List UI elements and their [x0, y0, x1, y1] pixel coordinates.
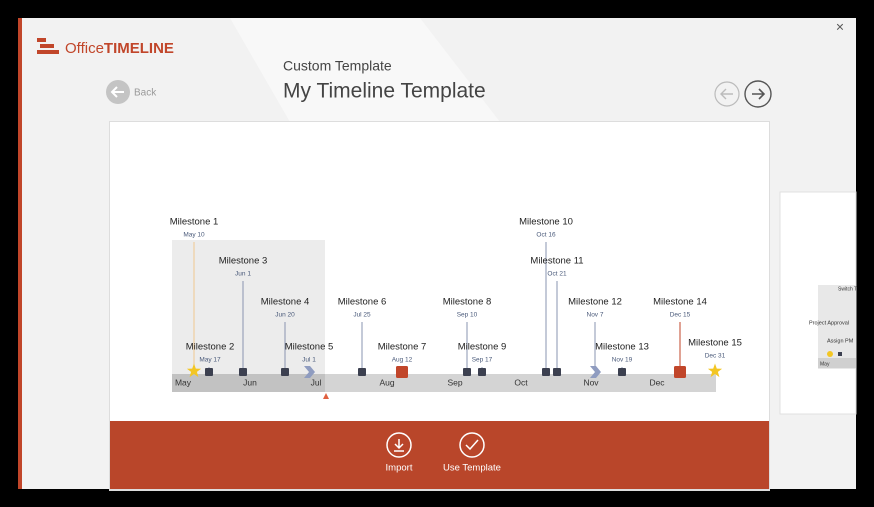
milestone-label: Milestone 11	[530, 256, 583, 267]
subtitle: Custom Template	[283, 58, 392, 74]
milestone-label: Milestone 5	[285, 342, 334, 353]
milestone-date: May 10	[183, 232, 205, 239]
month-label: Oct	[514, 377, 528, 387]
milestone-marker	[674, 366, 686, 378]
milestone-marker	[396, 366, 408, 378]
background-shape	[230, 18, 500, 122]
title: My Timeline Template	[283, 80, 486, 103]
import-button[interactable]: Import	[386, 432, 413, 474]
milestone-label: Milestone 7	[378, 342, 427, 353]
month-label: Dec	[649, 377, 665, 387]
timeline: May Jun Jul Aug Sep Oct Nov Dec Milestone 1 May 1…	[170, 217, 742, 388]
month-label: Jun	[243, 377, 257, 387]
next-button[interactable]	[744, 80, 772, 108]
milestone-marker	[553, 368, 561, 376]
milestone-date: Sep 17	[472, 357, 493, 364]
milestone-date: May 17	[199, 357, 221, 364]
thumb-text: Switch T	[838, 286, 857, 292]
milestone-date: Dec 31	[705, 353, 726, 360]
milestone-label: Milestone 1	[170, 217, 219, 228]
timeline-bar-range	[172, 374, 325, 392]
logo: OfficeTIMELINE	[37, 38, 174, 57]
milestone-marker	[707, 363, 723, 378]
milestone-date: Jun 1	[235, 271, 251, 278]
milestone-date: Oct 16	[536, 232, 556, 239]
milestone-date: Jul 25	[353, 312, 371, 319]
milestone-marker	[542, 368, 550, 376]
milestone-label: Milestone 8	[443, 297, 492, 308]
milestone-label: Milestone 4	[261, 297, 310, 308]
shaded-range	[172, 240, 325, 392]
thumb-text: Assign PM	[827, 338, 854, 344]
milestone-marker	[358, 368, 366, 376]
milestone-label: Milestone 2	[186, 342, 235, 353]
month-label: May	[175, 377, 192, 387]
today-marker	[323, 393, 329, 399]
milestone-marker	[463, 368, 471, 376]
milestone-date: Nov 19	[612, 357, 633, 364]
next-template-thumbnail[interactable]: Switch T Project Approval Assign PM May	[779, 191, 857, 415]
milestone-label: Milestone 9	[458, 342, 507, 353]
milestone-label: Milestone 3	[219, 256, 268, 267]
milestone-marker	[281, 368, 289, 376]
accent-stripe	[18, 18, 22, 489]
logo-text: OfficeTIMELINE	[65, 40, 174, 57]
thumb-text: May	[820, 361, 830, 367]
milestone-date: Jun 20	[275, 312, 295, 319]
milestone-marker	[590, 366, 601, 378]
month-label: Sep	[447, 377, 462, 387]
milestone-marker	[478, 368, 486, 376]
action-bar	[110, 421, 769, 489]
milestone-date: Aug 12	[392, 357, 413, 364]
month-label: Jul	[311, 377, 322, 387]
milestone-date: Oct 21	[547, 271, 567, 278]
milestone-label: Milestone 14	[653, 297, 707, 308]
milestone-date: Jul 1	[302, 357, 316, 364]
month-label: Nov	[583, 377, 599, 387]
back-label: Back	[134, 88, 157, 99]
back-button[interactable]: Back	[106, 80, 157, 104]
milestone-marker	[304, 366, 315, 378]
milestone-marker	[205, 368, 213, 376]
milestone-label: Milestone 12	[568, 297, 622, 308]
month-label: Aug	[379, 377, 394, 387]
milestone-label: Milestone 10	[519, 217, 573, 228]
thumb-text: Project Approval	[809, 320, 849, 326]
use-template-button[interactable]: Use Template	[443, 432, 501, 474]
milestone-marker	[186, 363, 202, 378]
use-template-label: Use Template	[443, 463, 501, 474]
prev-button[interactable]	[714, 81, 740, 107]
milestone-marker	[618, 368, 626, 376]
milestone-label: Milestone 6	[338, 297, 387, 308]
import-label: Import	[386, 463, 413, 474]
milestone-date: Nov 7	[587, 312, 604, 319]
milestone-date: Sep 10	[457, 312, 478, 319]
milestone-label: Milestone 13	[595, 342, 649, 353]
milestone-label: Milestone 15	[688, 338, 742, 349]
milestone-marker	[239, 368, 247, 376]
milestone-date: Dec 15	[670, 312, 691, 319]
close-button[interactable]: ×	[836, 19, 844, 35]
